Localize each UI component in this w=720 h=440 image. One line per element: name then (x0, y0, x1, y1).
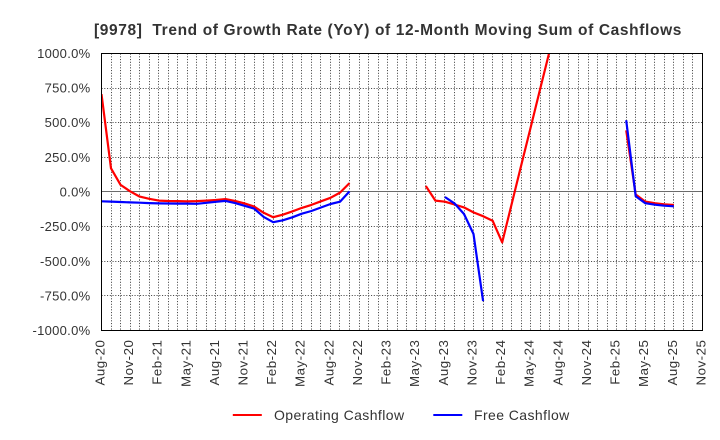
svg-text:-250.0%: -250.0% (40, 219, 91, 234)
svg-text:-750.0%: -750.0% (40, 288, 91, 303)
svg-text:500.0%: 500.0% (45, 115, 91, 130)
svg-text:May-24: May-24 (522, 340, 537, 387)
svg-text:Aug-25: Aug-25 (665, 340, 680, 386)
svg-text:250.0%: 250.0% (45, 150, 91, 165)
svg-text:Feb-23: Feb-23 (379, 340, 394, 385)
svg-text:-1000.0%: -1000.0% (32, 323, 90, 338)
svg-text:Aug-24: Aug-24 (550, 340, 565, 386)
svg-text:Aug-21: Aug-21 (207, 340, 222, 386)
svg-text:May-21: May-21 (178, 340, 193, 387)
svg-text:May-25: May-25 (636, 340, 651, 387)
svg-text:Aug-23: Aug-23 (436, 340, 451, 386)
svg-text:1000.0%: 1000.0% (37, 46, 91, 61)
svg-text:May-22: May-22 (293, 340, 308, 387)
svg-text:Nov-22: Nov-22 (350, 340, 365, 386)
svg-text:Feb-22: Feb-22 (264, 340, 279, 385)
svg-text:Nov-25: Nov-25 (693, 340, 708, 386)
svg-text:Nov-23: Nov-23 (464, 340, 479, 386)
svg-text:750.0%: 750.0% (45, 81, 91, 96)
svg-text:Aug-22: Aug-22 (321, 340, 336, 386)
svg-text:0.0%: 0.0% (60, 185, 91, 200)
svg-text:May-23: May-23 (407, 340, 422, 387)
svg-text:Nov-20: Nov-20 (121, 340, 136, 386)
svg-text:[9978] Trend of Growth Rate (: [9978] Trend of Growth Rate (YoY) of 12-… (94, 22, 682, 39)
svg-text:Nov-24: Nov-24 (579, 340, 594, 386)
svg-text:Feb-25: Feb-25 (608, 340, 623, 385)
svg-text:Nov-21: Nov-21 (236, 340, 251, 386)
svg-text:Operating Cashflow: Operating Cashflow (274, 407, 405, 423)
svg-text:-500.0%: -500.0% (40, 254, 91, 269)
svg-text:Aug-20: Aug-20 (92, 340, 107, 386)
svg-text:Feb-24: Feb-24 (493, 340, 508, 385)
svg-text:Feb-21: Feb-21 (150, 340, 165, 385)
svg-text:Free Cashflow: Free Cashflow (474, 407, 570, 423)
